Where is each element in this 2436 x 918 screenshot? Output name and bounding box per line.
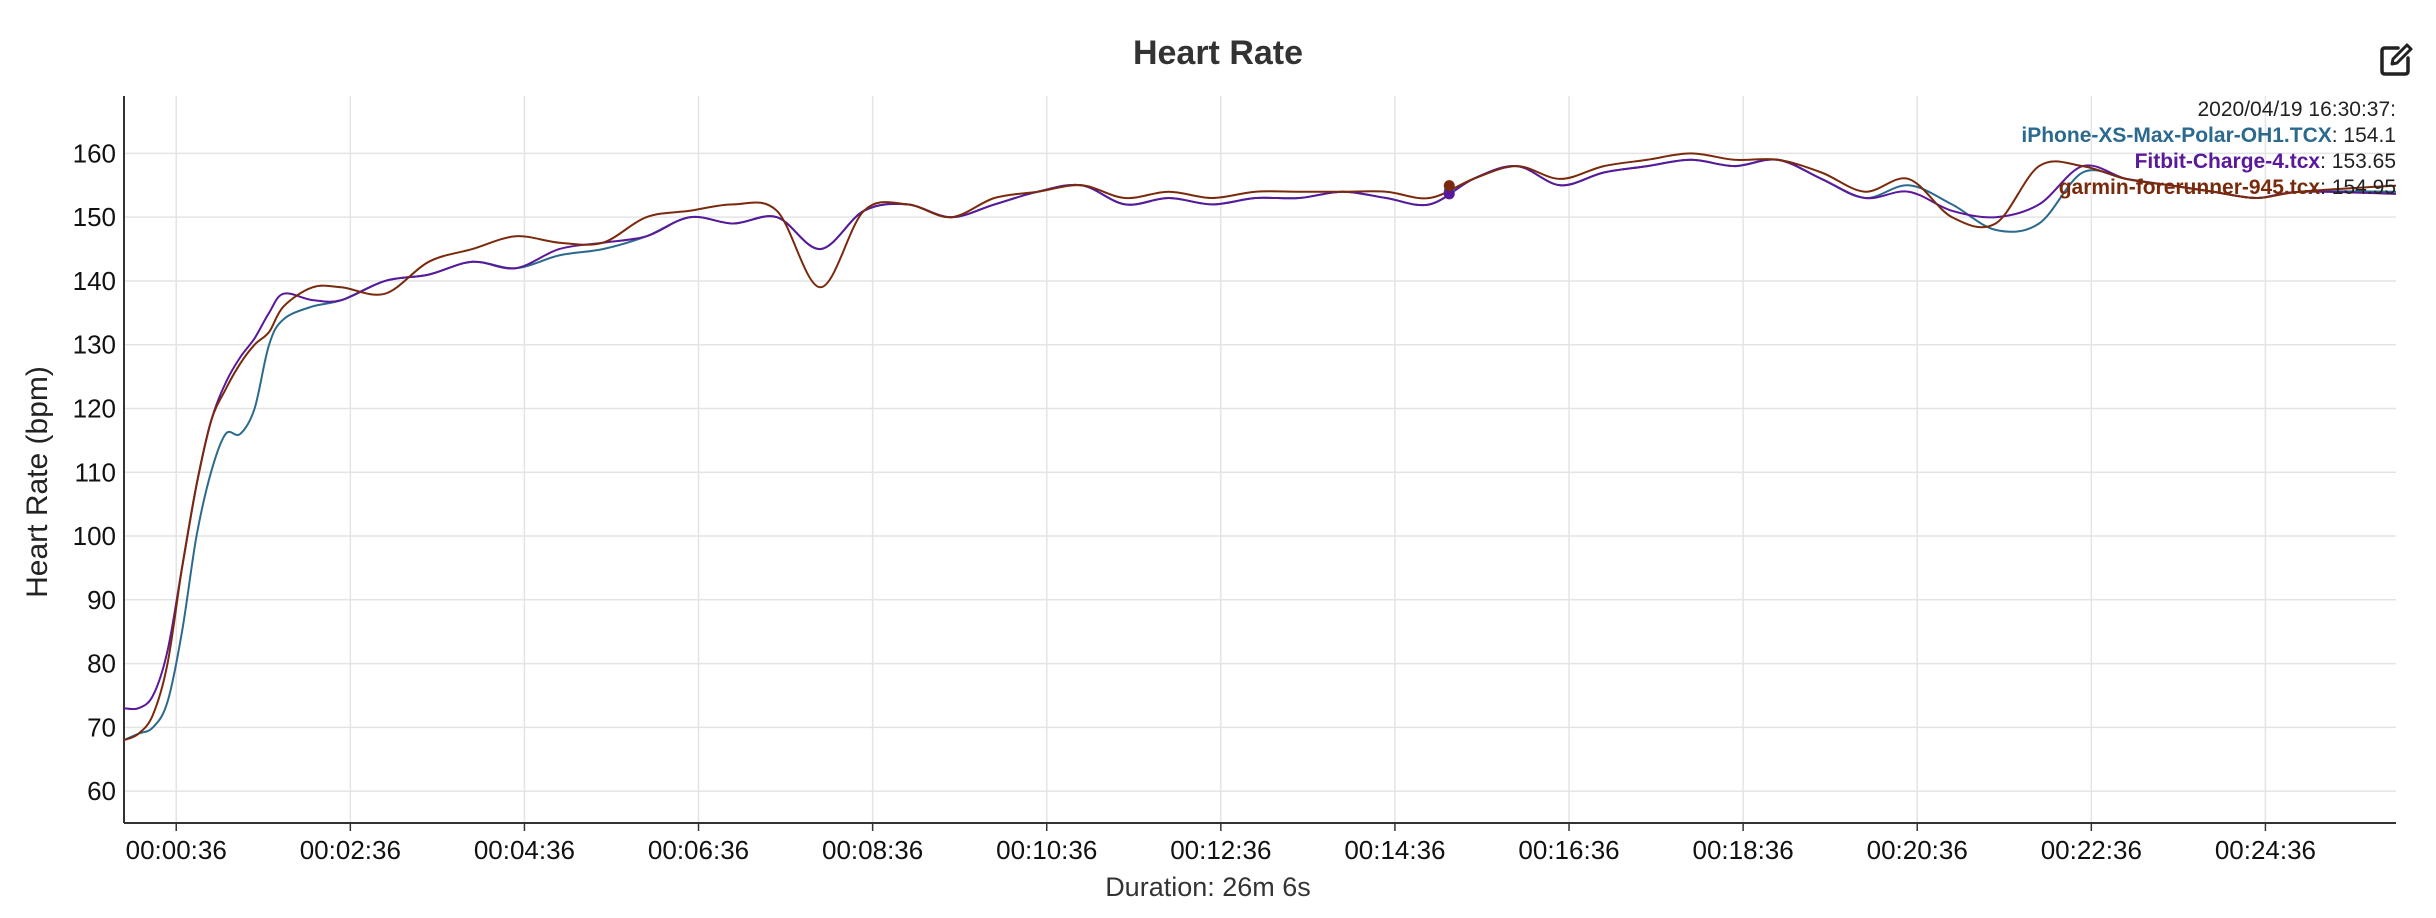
chart-title: Heart Rate	[1132, 34, 1304, 72]
x-axis-title: Duration: 26m 6s	[1105, 872, 1311, 902]
x-tick-label: 00:06:36	[648, 835, 749, 865]
x-tick-label: 00:22:36	[2041, 835, 2142, 865]
series-line-0[interactable]	[123, 158, 2397, 742]
legend-series-name: garmin-forerunner-945.tcx	[2059, 176, 2321, 199]
y-tick-label: 80	[87, 649, 116, 679]
legend-series-name: iPhone-XS-Max-Polar-OH1.TCX	[2021, 124, 2331, 147]
legend: 2020/04/19 16:30:37: iPhone-XS-Max-Polar-…	[2021, 98, 2396, 199]
x-tick-label: 00:08:36	[822, 835, 923, 865]
x-tick-label: 00:18:36	[1693, 835, 1794, 865]
legend-entry-0: iPhone-XS-Max-Polar-OH1.TCX: 154.1	[2021, 124, 2396, 147]
y-axis-title: Heart Rate (bpm)	[21, 366, 54, 598]
x-tick-label: 00:24:36	[2215, 835, 2316, 865]
legend-series-value: : 154.95	[2320, 176, 2396, 199]
series-line-2[interactable]	[123, 152, 2397, 742]
y-tick-label: 90	[87, 585, 116, 615]
series-line-1[interactable]	[123, 158, 2397, 711]
legend-series-value: : 154.1	[2332, 124, 2396, 147]
y-tick-label: 130	[73, 330, 116, 360]
hover-marker-1	[1443, 188, 1455, 200]
edit-icon	[2380, 43, 2413, 76]
x-tick-label: 00:02:36	[300, 835, 401, 865]
legend-entry-1: Fitbit-Charge-4.tcx: 153.65	[2135, 150, 2396, 173]
y-tick-label: 110	[75, 457, 116, 487]
series-layer	[123, 152, 2397, 742]
y-tick-label: 150	[73, 202, 116, 232]
y-tick-label: 140	[73, 266, 116, 296]
y-tick-label: 100	[73, 521, 116, 551]
legend-entry-2: garmin-forerunner-945.tcx: 154.95	[2059, 176, 2396, 199]
legend-timestamp: 2020/04/19 16:30:37:	[2197, 98, 2396, 121]
x-tick-label: 00:12:36	[1170, 835, 1271, 865]
y-tick-label: 120	[73, 393, 116, 423]
hover-marker-2	[1443, 180, 1455, 192]
x-tick-label: 00:04:36	[474, 835, 575, 865]
legend-series-name: Fitbit-Charge-4.tcx	[2135, 150, 2321, 173]
x-tick-label: 00:10:36	[996, 835, 1097, 865]
hover-markers	[1443, 180, 1455, 200]
y-tick-label: 160	[73, 138, 116, 168]
x-tick-label: 00:14:36	[1344, 835, 1445, 865]
grid-layer	[124, 96, 2396, 823]
x-tick-label: 00:20:36	[1867, 835, 1968, 865]
x-tick-label: 00:16:36	[1518, 835, 1619, 865]
axes-layer: 60 70 80 90 100 110 120 130 140 150 160 00:00:36 00:…	[73, 96, 2396, 865]
x-tick-label: 00:00:36	[126, 835, 227, 865]
edit-chart-button[interactable]	[2376, 40, 2416, 80]
y-tick-label: 70	[87, 712, 116, 742]
legend-series-value: : 153.65	[2320, 150, 2396, 173]
y-tick-label: 60	[87, 776, 116, 806]
